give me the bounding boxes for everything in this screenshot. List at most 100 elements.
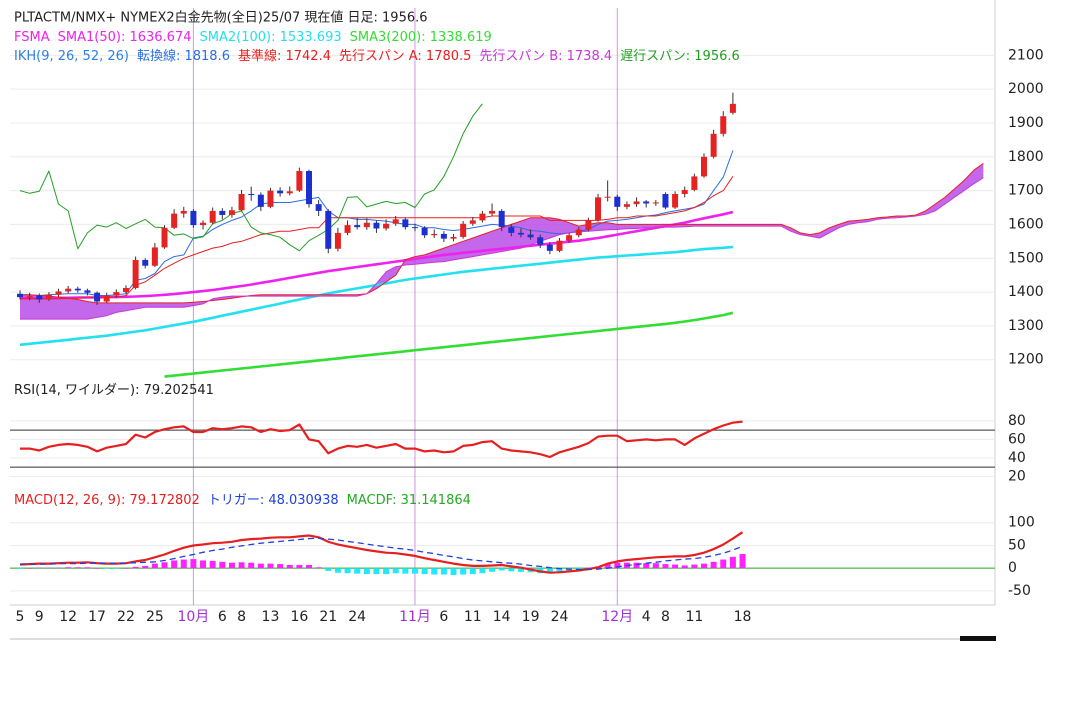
macd-histogram-bar — [643, 563, 650, 569]
x-tick-label: 25 — [146, 609, 164, 625]
x-tick-label: 6 — [218, 609, 227, 625]
candle-body — [489, 210, 496, 214]
macd-histogram-bar — [411, 568, 418, 574]
y-tick-label: 1800 — [1008, 149, 1044, 165]
y-tick-label: 0 — [1008, 560, 1017, 576]
candle-body — [248, 194, 255, 195]
macd-histogram-bar — [161, 562, 168, 569]
candle-body — [325, 210, 332, 249]
x-tick-label: 24 — [348, 609, 366, 625]
candle-body — [402, 219, 409, 228]
ichimoku-line — [20, 177, 984, 320]
candle-body — [643, 201, 650, 204]
y-tick-label: 2100 — [1008, 47, 1044, 63]
macd-histogram-bar — [662, 564, 669, 569]
x-tick-label: 18 — [734, 609, 752, 625]
candle-body — [94, 292, 101, 302]
macd-histogram-bar — [672, 564, 679, 569]
candle-body — [440, 233, 447, 239]
candle-body — [392, 219, 399, 224]
macd-histogram-bar — [604, 563, 611, 569]
legend: FSMA SMA1(50): 1636.674 SMA2(100): 1533.69… — [14, 30, 492, 45]
candle-body — [720, 116, 727, 134]
macd-histogram-bar — [710, 561, 717, 569]
candle-body — [373, 222, 380, 229]
candle-body — [180, 210, 187, 214]
macd-histogram-bar — [267, 563, 274, 569]
candle-body — [267, 190, 274, 207]
legend: RSI(14, ワイルダー): 79.202541 — [14, 383, 214, 398]
macd-histogram-bar — [306, 565, 313, 569]
sma-line — [19, 245, 734, 347]
macd-histogram-bar — [200, 560, 207, 569]
macd-line — [20, 537, 743, 571]
y-tick-label: 1900 — [1008, 115, 1044, 131]
macd-histogram-bar — [84, 567, 91, 569]
macd-histogram-bar — [248, 562, 255, 569]
candle-body — [334, 232, 341, 249]
macd-histogram-bar — [517, 568, 524, 572]
candle-body — [74, 288, 81, 291]
legend-entry: 先行スパン B: 1738.4 — [479, 49, 612, 64]
x-tick-label: 21 — [319, 609, 337, 625]
legend-entry: 遅行スパン: 1956.6 — [620, 49, 740, 64]
macd-histogram-bar — [26, 568, 33, 569]
macd-histogram-bar — [652, 563, 659, 569]
x-tick-label: 11 — [464, 609, 482, 625]
macd-histogram-bar — [296, 565, 303, 569]
candle-body — [498, 210, 505, 228]
candle-body — [566, 235, 573, 241]
legend: IKH(9, 26, 52, 26) 転換線: 1818.6 基準線: 1742.4… — [14, 48, 740, 64]
chart-title: PLTACTM/NMX+ NYMEX2白金先物(全日)25/07 現在値 日足:… — [14, 10, 428, 26]
x-tick-label: 11月 — [399, 609, 431, 625]
y-tick-label: 1300 — [1008, 318, 1044, 334]
candle-body — [460, 223, 467, 237]
macd-histogram-bar — [334, 568, 341, 573]
legend-entry: 基準線: 1742.4 — [238, 48, 331, 64]
ichimoku-cloud — [20, 163, 984, 320]
legend-entry: MACD(12, 26, 9): 79.172802 — [14, 493, 200, 508]
y-tick-label: -50 — [1008, 583, 1031, 599]
candle-body — [469, 220, 476, 224]
candle-body — [132, 259, 139, 289]
candle-body — [190, 210, 197, 226]
candle-body — [113, 292, 120, 296]
macd-histogram-bar — [431, 568, 438, 575]
legend: MACD(12, 26, 9): 79.172802 トリガー: 48.03093… — [14, 493, 471, 508]
macd-histogram-bar — [498, 568, 505, 571]
x-tick-label: 12月 — [601, 609, 633, 625]
x-tick-label: 10月 — [177, 609, 209, 625]
x-tick-label: 16 — [290, 609, 308, 625]
macd-histogram-bar — [383, 568, 390, 575]
y-tick-label: 1600 — [1008, 216, 1044, 232]
candle-body — [306, 171, 313, 205]
scrollbar-track[interactable] — [10, 638, 995, 640]
x-tick-label: 5 — [16, 609, 25, 625]
macd-histogram-bar — [691, 564, 698, 569]
x-tick-label: 13 — [262, 609, 280, 625]
candle-body — [595, 197, 602, 221]
y-tick-label: 100 — [1008, 515, 1035, 531]
x-tick-label: 6 — [439, 609, 448, 625]
candle-body — [142, 259, 149, 266]
legend-entry: SMA1(50): 1636.674 — [58, 30, 192, 45]
macd-histogram-bar — [132, 566, 139, 569]
macd-histogram-bar — [402, 568, 409, 574]
candle-body — [700, 156, 707, 177]
y-tick-label: 2000 — [1008, 81, 1044, 97]
macd-histogram-bar — [228, 562, 235, 569]
candle-body — [681, 189, 688, 194]
macd-histogram-bar — [45, 567, 52, 569]
x-tick-label: 14 — [493, 609, 511, 625]
candle-body — [431, 233, 438, 236]
macd-histogram-bar — [142, 565, 149, 569]
macd-histogram-bar — [614, 562, 621, 569]
macd-histogram-bar — [489, 568, 496, 572]
scrollbar-thumb[interactable] — [960, 636, 996, 641]
candle-body — [315, 204, 322, 211]
macd-histogram-bar — [171, 560, 178, 569]
x-tick-label: 8 — [661, 609, 670, 625]
candle-body — [209, 210, 216, 223]
